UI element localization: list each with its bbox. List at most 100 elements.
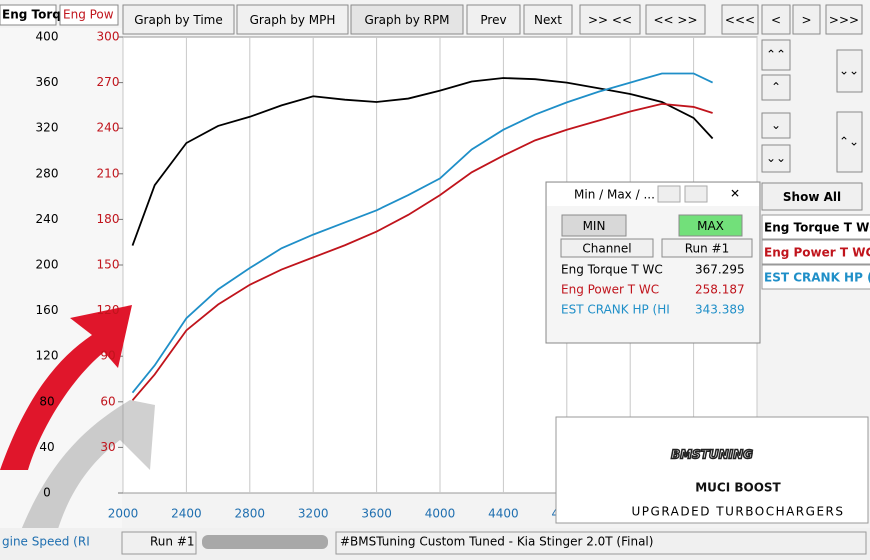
zoom-icon: ⌃⌄ <box>839 135 859 149</box>
toolbar-button[interactable] <box>825 4 863 35</box>
toolbar-button[interactable] <box>236 4 349 35</box>
x-tick-label: 3200 <box>298 507 329 521</box>
scroll-button[interactable] <box>761 74 791 101</box>
y-tick-label: 160 <box>36 303 59 317</box>
scroll-icon: ⌄ <box>771 118 781 132</box>
scroll-button[interactable] <box>761 39 791 71</box>
y2-tick-label: 60 <box>100 394 115 408</box>
scroll-icon: ⌃ <box>771 80 781 94</box>
redacted-field <box>202 535 328 549</box>
y-tick-label: 40 <box>39 440 54 454</box>
toolbar-button[interactable] <box>579 4 641 35</box>
series-line <box>131 77 714 246</box>
y-tick-label: 200 <box>36 258 59 272</box>
max-button-label: MAX <box>697 219 724 233</box>
y2-tick-label: 240 <box>97 121 120 135</box>
y-tick-label: 80 <box>39 394 54 408</box>
column-header[interactable] <box>661 238 753 258</box>
tab[interactable] <box>59 4 119 26</box>
arrow-shadow <box>10 400 155 560</box>
status-run: Run #1 <box>150 535 195 549</box>
y-tick-label: 400 <box>36 30 59 44</box>
scroll-icon: ⌃⌃ <box>766 48 786 62</box>
row-value: 367.295 <box>695 263 745 277</box>
close-icon: ✕ <box>730 187 740 201</box>
tab-label: Eng Torq <box>2 8 61 22</box>
column-header-label: Channel <box>582 242 631 256</box>
y2-tick-label: 300 <box>97 30 120 44</box>
x-tick-label: 2000 <box>108 507 139 521</box>
zoom-button[interactable] <box>836 111 863 173</box>
show-all-button-label: Show All <box>783 190 841 204</box>
toolbar-button[interactable] <box>350 4 464 35</box>
toolbar-button[interactable] <box>761 4 791 35</box>
x-tick-label: 3600 <box>361 507 392 521</box>
legend-label: EST CRANK HP (I <box>764 271 870 285</box>
logo-brand: BMSTUNING <box>671 448 753 462</box>
tab-label: Eng Pow <box>63 8 114 22</box>
series-line <box>131 72 714 394</box>
tab[interactable] <box>0 4 57 26</box>
y2-tick-label: 180 <box>97 212 120 226</box>
window-control[interactable] <box>684 185 708 203</box>
y2-tick-label: 90 <box>100 349 115 363</box>
row-value: 343.389 <box>695 303 745 317</box>
legend-label: Eng Power T WC <box>764 246 870 260</box>
y-tick-label: 320 <box>36 121 59 135</box>
arrow <box>0 305 132 470</box>
series-line <box>131 102 713 401</box>
legend-box[interactable] <box>761 264 870 290</box>
y-tick-label: 240 <box>36 212 59 226</box>
toolbar-button-label: >> << <box>588 13 632 27</box>
toolbar-button-label: Graph by RPM <box>364 13 449 27</box>
toolbar-button-label: Prev <box>480 13 506 27</box>
row-name: Eng Torque T WC <box>561 263 663 277</box>
toolbar-button[interactable] <box>721 4 759 35</box>
y2-tick-label: 120 <box>97 303 120 317</box>
y2-tick-label: 270 <box>97 75 120 89</box>
y2-tick-label: 210 <box>97 166 120 180</box>
popup <box>545 181 761 344</box>
scroll-button[interactable] <box>761 144 791 173</box>
show-all-button[interactable] <box>761 182 863 211</box>
toolbar-button-label: <<< <box>725 13 755 27</box>
max-button[interactable] <box>678 214 743 237</box>
column-header-label: Run #1 <box>685 242 730 256</box>
toolbar-button[interactable] <box>466 4 521 35</box>
legend-box[interactable] <box>761 214 870 240</box>
toolbar-button-label: Next <box>534 13 562 27</box>
x-tick-label: 2400 <box>171 507 202 521</box>
column-header[interactable] <box>560 238 654 258</box>
status-channel: gine Speed (RI <box>2 535 90 549</box>
y-tick-label: 280 <box>36 166 59 180</box>
toolbar-button-label: > <box>801 13 811 27</box>
toolbar-button[interactable] <box>792 4 821 35</box>
zoom-button[interactable] <box>836 49 863 93</box>
legend-box[interactable] <box>761 239 870 265</box>
toolbar-button[interactable] <box>645 4 706 35</box>
y-tick-label: 120 <box>36 349 59 363</box>
status-field <box>121 531 197 555</box>
toolbar-button-label: >>> <box>829 13 859 27</box>
toolbar-button-label: < <box>771 13 781 27</box>
x-tick-label: 4000 <box>425 507 456 521</box>
scroll-icon: ⌄⌄ <box>766 151 786 165</box>
window-control[interactable] <box>657 185 681 203</box>
y-tick-label: 360 <box>36 75 59 89</box>
toolbar-button[interactable] <box>523 4 573 35</box>
row-name: Eng Power T WC <box>561 283 659 297</box>
toolbar-button-label: Graph by MPH <box>250 13 336 27</box>
y2-tick-label: 150 <box>97 258 120 272</box>
toolbar-button[interactable] <box>122 4 235 35</box>
logo-box <box>555 416 869 524</box>
y2-tick-label: 30 <box>100 440 115 454</box>
legend-label: Eng Torque T WC <box>764 221 870 235</box>
min-button-label: MIN <box>583 219 606 233</box>
min-button[interactable] <box>561 214 627 237</box>
scroll-button[interactable] <box>761 112 791 139</box>
logo-tagline: UPGRADED TURBOCHARGERS <box>632 505 845 519</box>
row-value: 258.187 <box>695 283 745 297</box>
status-field <box>335 531 867 555</box>
x-tick-label: 4400 <box>488 507 519 521</box>
toolbar-button-label: << >> <box>653 13 697 27</box>
